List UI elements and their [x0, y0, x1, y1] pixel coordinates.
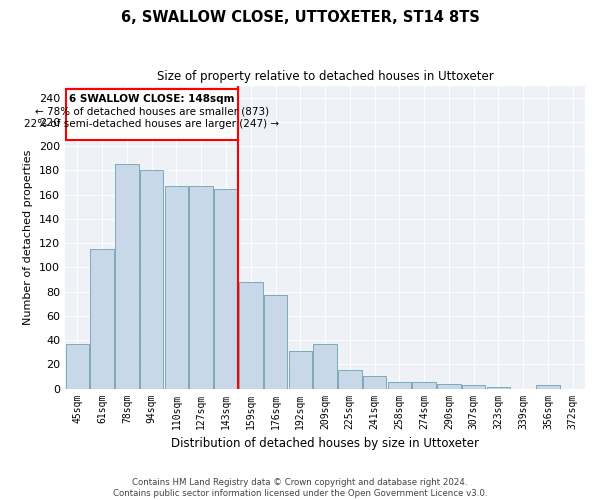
Text: 6 SWALLOW CLOSE: 148sqm: 6 SWALLOW CLOSE: 148sqm: [69, 94, 235, 104]
Bar: [462, 385, 485, 388]
Bar: [363, 376, 386, 388]
Bar: [91, 249, 114, 388]
Bar: [65, 89, 238, 140]
Bar: [338, 370, 362, 388]
Y-axis label: Number of detached properties: Number of detached properties: [23, 150, 34, 324]
Bar: [264, 295, 287, 388]
Bar: [239, 282, 263, 389]
Bar: [437, 384, 461, 388]
Bar: [140, 170, 163, 388]
Bar: [190, 186, 213, 388]
Text: Contains HM Land Registry data © Crown copyright and database right 2024.
Contai: Contains HM Land Registry data © Crown c…: [113, 478, 487, 498]
Bar: [388, 382, 411, 388]
Bar: [65, 344, 89, 388]
Text: 22% of semi-detached houses are larger (247) →: 22% of semi-detached houses are larger (…: [24, 120, 279, 130]
Bar: [313, 344, 337, 388]
Bar: [289, 351, 312, 389]
Bar: [214, 188, 238, 388]
X-axis label: Distribution of detached houses by size in Uttoxeter: Distribution of detached houses by size …: [171, 437, 479, 450]
Bar: [536, 385, 560, 388]
Text: ← 78% of detached houses are smaller (873): ← 78% of detached houses are smaller (87…: [35, 106, 269, 116]
Title: Size of property relative to detached houses in Uttoxeter: Size of property relative to detached ho…: [157, 70, 493, 83]
Bar: [165, 186, 188, 388]
Bar: [412, 382, 436, 388]
Text: 6, SWALLOW CLOSE, UTTOXETER, ST14 8TS: 6, SWALLOW CLOSE, UTTOXETER, ST14 8TS: [121, 10, 479, 25]
Bar: [115, 164, 139, 388]
